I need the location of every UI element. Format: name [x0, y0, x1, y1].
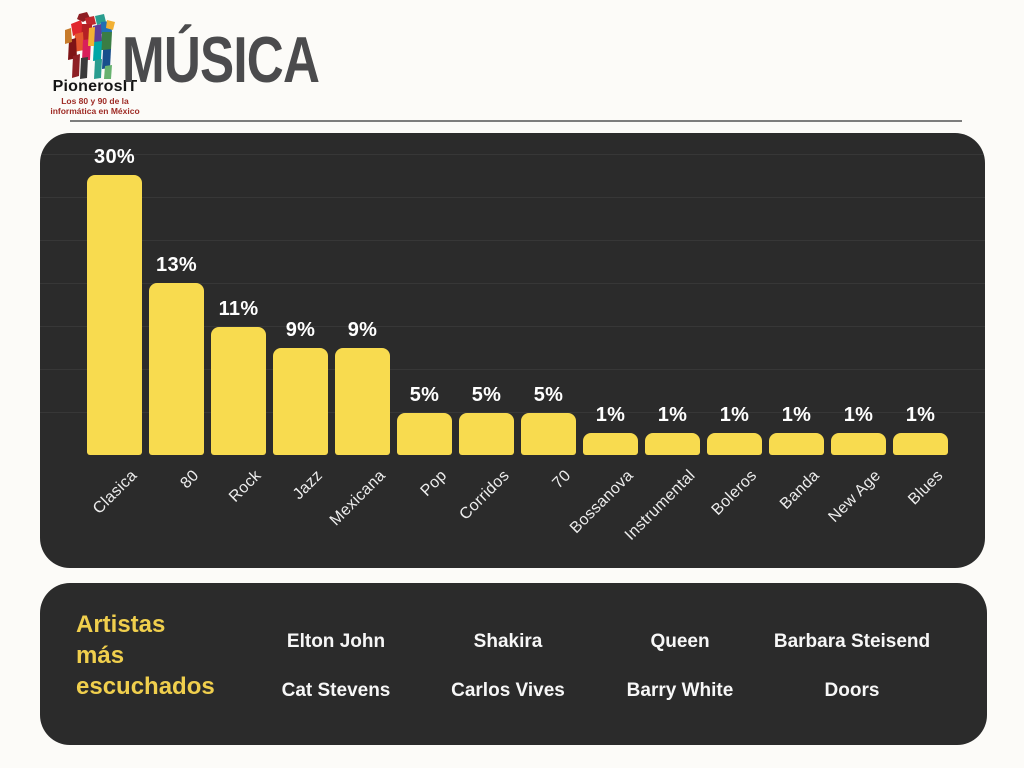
x-axis-label: Blues: [905, 467, 947, 509]
gridline: [40, 412, 985, 413]
bar-instrumental: [645, 433, 700, 455]
artist-name: Barry White: [626, 679, 734, 701]
bar-mexicana: [335, 348, 390, 455]
x-axis-label: Banda: [776, 467, 823, 513]
bar-pop: [397, 413, 452, 455]
bar-corridos: [459, 413, 514, 455]
pioneros-logo-art: [65, 12, 115, 79]
bar-value-label: 1%: [595, 404, 626, 426]
bar-boleros: [707, 433, 762, 455]
gridline: [40, 326, 985, 327]
bar-value-label: 9%: [285, 319, 316, 341]
top-artists-panel: Artistas más escuchados Elton John Shaki…: [40, 583, 987, 745]
x-axis-label: New Age: [825, 467, 885, 526]
x-axis-label: Jazz: [290, 467, 327, 504]
gridline: [40, 283, 985, 284]
gridline: [40, 197, 985, 198]
x-axis-label: Boleros: [708, 467, 761, 519]
gridline: [40, 369, 985, 370]
artist-name: Doors: [824, 679, 880, 701]
bar-clasica: [87, 175, 142, 455]
artists-heading: Artistas más escuchados: [76, 611, 215, 700]
x-axis-label: Mexicana: [326, 467, 389, 530]
bar-value-label: 1%: [843, 404, 874, 426]
x-axis-label: 70: [549, 467, 575, 493]
logo-brand: PionerosIT: [52, 78, 138, 95]
bar-80: [149, 283, 204, 455]
artist-name: Elton John: [286, 630, 386, 652]
gridline: [40, 154, 985, 155]
x-axis-label: Clasica: [89, 467, 141, 518]
header-divider: [70, 120, 962, 122]
x-axis-label: 80: [177, 467, 203, 493]
x-axis-label: Rock: [225, 467, 265, 506]
bar-value-label: 9%: [347, 319, 378, 341]
bar-value-label: 5%: [533, 384, 564, 406]
logo-tagline-line1: Los 80 y 90 de la: [61, 96, 129, 106]
gridline: [40, 240, 985, 241]
bar-value-label: 1%: [905, 404, 936, 426]
bar-value-label: 13%: [156, 254, 197, 276]
bar-new-age: [831, 433, 886, 455]
artist-name: Queen: [650, 630, 710, 652]
pioneros-logo: PionerosIT Los 80 y 90 de la informática…: [42, 12, 148, 116]
bar-chart-plot: 30% Clasica 13% 80 11% Rock 9% Jazz 9% Mexicana 5%…: [40, 133, 985, 568]
bar-value-label: 11%: [218, 298, 259, 320]
artist-name: Shakira: [473, 630, 543, 652]
bar-value-label: 5%: [409, 384, 440, 406]
bar-blues: [893, 433, 948, 455]
artists-grid: Elton John Shakira Queen Barbara Steisen…: [250, 617, 938, 715]
bar-bossanova: [583, 433, 638, 455]
x-axis-label: Pop: [417, 467, 451, 500]
artist-name: Carlos Vives: [451, 679, 565, 701]
logo-tagline-line2: informática en México: [50, 106, 140, 116]
x-axis-label: Corridos: [456, 467, 513, 524]
bar-value-label: 1%: [719, 404, 750, 426]
bar-value-label: 30%: [94, 146, 135, 168]
artist-name: Barbara Steisend: [773, 630, 931, 652]
bar-value-label: 1%: [657, 404, 688, 426]
bar-70: [521, 413, 576, 455]
artist-name: Cat Stevens: [281, 679, 391, 701]
music-genres-chart-panel: 30% Clasica 13% 80 11% Rock 9% Jazz 9% Mexicana 5%…: [40, 133, 985, 568]
bar-banda: [769, 433, 824, 455]
bar-value-label: 1%: [781, 404, 812, 426]
page-title: MÚSICA: [122, 22, 320, 97]
bar-value-label: 5%: [471, 384, 502, 406]
bar-jazz: [273, 348, 328, 455]
bar-rock: [211, 327, 266, 455]
